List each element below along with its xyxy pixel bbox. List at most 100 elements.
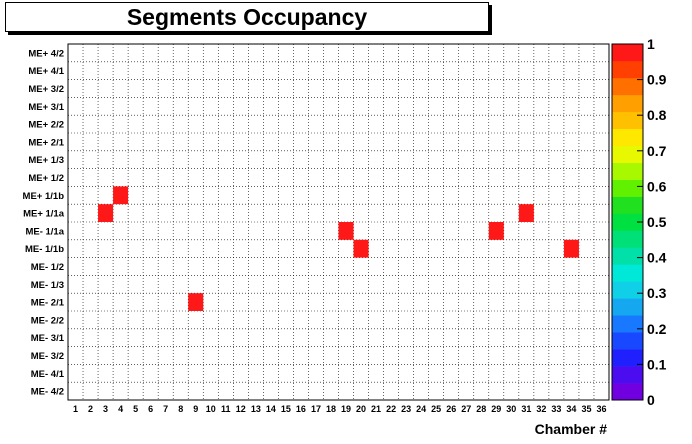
colorbar: 0 0.1 0.2 0.3 0.4 0.5 0.6 0.7 0.8 0.9 1 — [611, 36, 667, 408]
x-tick-label: 23 — [401, 404, 411, 414]
x-tick-label: 19 — [341, 404, 351, 414]
colorbar-segment — [612, 213, 643, 231]
colorbar-segment — [612, 230, 643, 248]
colorbar-segment — [612, 179, 643, 197]
y-tick-label: ME- 1/1b — [25, 244, 64, 255]
heatmap-cell — [518, 204, 534, 222]
colorbar-label: 0.7 — [647, 143, 667, 159]
x-tick-label: 31 — [521, 404, 531, 414]
colorbar-segment — [612, 349, 643, 367]
colorbar-segment — [612, 383, 643, 401]
x-tick-label: 35 — [581, 404, 591, 414]
x-tick-label: 33 — [551, 404, 561, 414]
y-tick-label: ME- 1/3 — [31, 280, 64, 291]
colorbar-segment — [612, 60, 643, 79]
heatmap-cell — [98, 204, 114, 222]
colorbar-segment — [612, 111, 643, 130]
x-tick-labels: 1 2 3 4 5 6 7 8 9 10 11 12 13 14 15 16 17 18 19 20 21 22 23 24 2… — [73, 404, 606, 414]
x-tick-label: 25 — [431, 404, 441, 414]
colorbar-segment — [612, 264, 643, 282]
y-tick-label: ME+ 1/1b — [23, 191, 65, 202]
y-tick-label: ME- 4/1 — [31, 369, 65, 380]
y-tick-label: ME- 1/1a — [25, 226, 64, 237]
colorbar-label: 1 — [647, 36, 655, 52]
heatmap-cell — [188, 293, 204, 311]
colorbar-label: 0.6 — [647, 178, 667, 194]
x-tick-label: 15 — [281, 404, 291, 414]
plot-frame — [67, 43, 610, 401]
colorbar-label: 0.9 — [647, 72, 667, 88]
colorbar-segment — [612, 281, 643, 299]
colorbar-segment — [612, 366, 643, 384]
x-axis-label: Chamber # — [535, 421, 608, 437]
chart-title: Segments Occupancy — [126, 3, 368, 30]
colorbar-segment — [612, 298, 643, 316]
x-tick-label: 29 — [491, 404, 501, 414]
x-tick-label: 4 — [118, 404, 123, 414]
x-tick-label: 12 — [236, 404, 246, 414]
colorbar-label: 0.4 — [647, 250, 667, 266]
x-tick-label: 3 — [103, 404, 108, 414]
colorbar-label: 0.1 — [647, 356, 667, 372]
y-tick-label: ME- 3/2 — [31, 351, 64, 362]
x-tick-label: 20 — [356, 404, 366, 414]
x-tick-label: 11 — [221, 404, 231, 414]
colorbar-segment — [612, 315, 643, 333]
y-tick-label: ME+ 4/1 — [28, 66, 64, 77]
y-tick-label: ME+ 3/2 — [28, 84, 64, 95]
x-tick-label: 26 — [446, 404, 456, 414]
x-tick-label: 32 — [536, 404, 546, 414]
x-tick-label: 7 — [163, 404, 168, 414]
x-tick-label: 1 — [73, 404, 78, 414]
y-tick-label: ME+ 1/2 — [28, 173, 64, 184]
x-tick-label: 6 — [148, 404, 153, 414]
x-tick-label: 14 — [266, 404, 276, 414]
heatmap-cell — [488, 222, 504, 240]
x-tick-label: 24 — [416, 404, 426, 414]
x-tick-label: 9 — [193, 404, 198, 414]
heatmap-cell — [338, 222, 354, 240]
chart-title-box: Segments Occupancy — [5, 2, 489, 32]
heatmap-cell — [113, 186, 129, 205]
x-tick-label: 28 — [476, 404, 486, 414]
colorbar-segment — [612, 77, 643, 96]
colorbar-label: 0.8 — [647, 107, 667, 123]
colorbar-label: 0 — [647, 392, 655, 408]
heatmap-cell — [563, 239, 579, 258]
x-tick-label: 34 — [566, 404, 576, 414]
x-tick-label: 18 — [326, 404, 336, 414]
x-tick-label: 10 — [206, 404, 216, 414]
x-tick-label: 13 — [251, 404, 261, 414]
x-tick-label: 17 — [311, 404, 321, 414]
x-tick-label: 30 — [506, 404, 516, 414]
y-tick-label: ME+ 3/1 — [28, 102, 64, 113]
x-tick-label: 27 — [461, 404, 471, 414]
heatmap-cells — [98, 186, 579, 311]
y-tick-label: ME- 1/2 — [31, 262, 64, 273]
colorbar-segment — [612, 162, 643, 180]
y-tick-label: ME+ 1/1a — [23, 209, 65, 220]
y-tick-label: ME+ 4/2 — [28, 48, 64, 59]
x-tick-label: 2 — [88, 404, 93, 414]
colorbar-label: 0.2 — [647, 321, 667, 337]
colorbar-segment — [612, 196, 643, 214]
y-tick-label: ME- 4/2 — [31, 387, 64, 398]
x-tick-label: 22 — [386, 404, 396, 414]
y-tick-labels: ME+ 4/2 ME+ 4/1 ME+ 3/2 ME+ 3/1 ME+ 2/2 ME+ 2… — [23, 48, 65, 397]
colorbar-segment — [612, 332, 643, 350]
x-tick-label: 21 — [371, 404, 381, 414]
y-tick-label: ME+ 2/1 — [28, 137, 64, 148]
x-tick-label: 5 — [133, 404, 138, 414]
x-tick-label: 16 — [296, 404, 306, 414]
colorbar-segment — [612, 247, 643, 265]
x-tick-label: 36 — [596, 404, 606, 414]
colorbar-segment — [612, 44, 643, 62]
colorbar-segment — [612, 94, 643, 113]
y-tick-label: ME+ 2/2 — [28, 120, 64, 131]
colorbar-label: 0.3 — [647, 285, 667, 301]
colorbar-segment — [612, 145, 643, 163]
colorbar-segment — [612, 128, 643, 147]
x-tick-label: 8 — [178, 404, 183, 414]
y-tick-label: ME+ 1/3 — [28, 155, 64, 166]
